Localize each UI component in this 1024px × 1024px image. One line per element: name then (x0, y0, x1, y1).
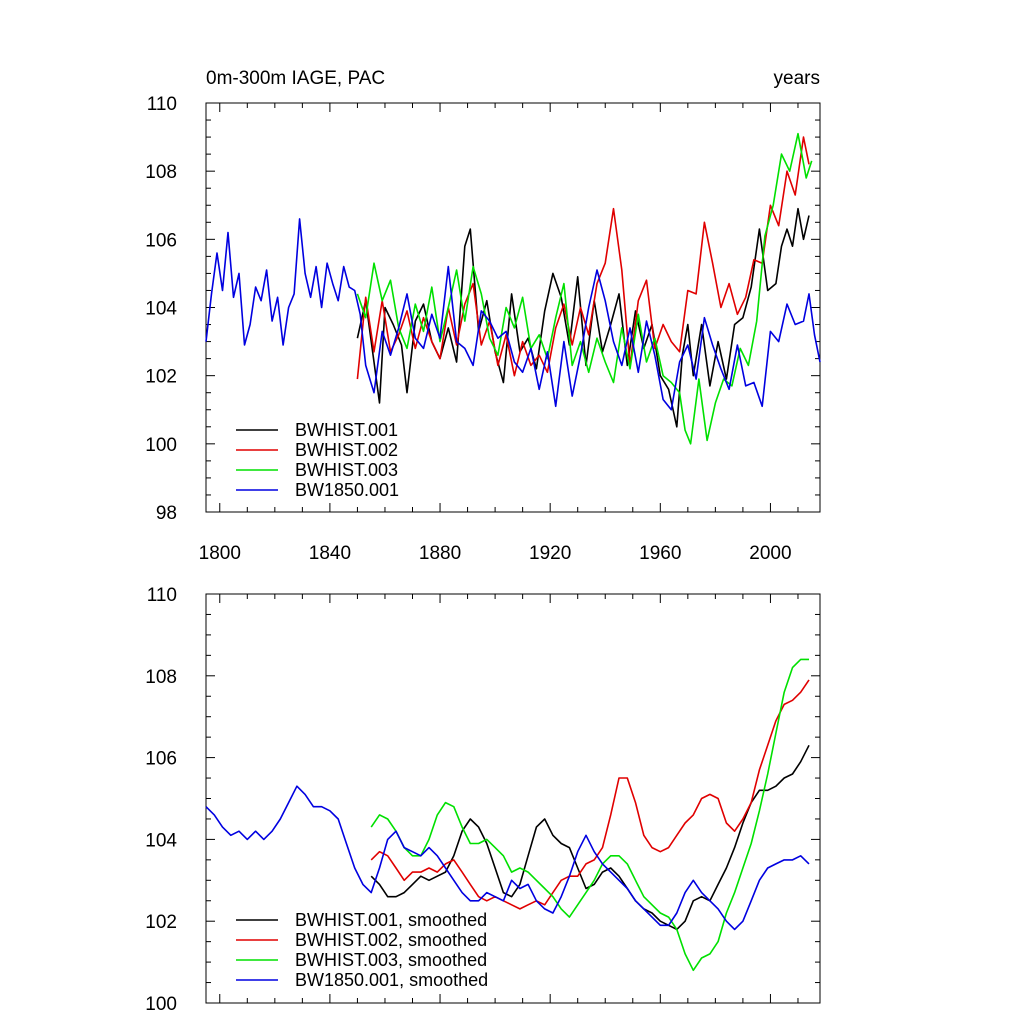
series-line-bw1850-001 (205, 218, 821, 411)
series-line-bw1850-001-smoothed (205, 785, 810, 931)
x-tick-label: 1920 (529, 543, 571, 564)
legend-label: BWHIST.001, smoothed (295, 910, 487, 930)
chart-title: 0m-300m IAGE, PAC (206, 68, 385, 89)
x-tick-label: 1800 (199, 543, 241, 564)
legend-label: BWHIST.001 (295, 420, 398, 440)
x-tick-label: 2000 (749, 543, 791, 564)
y-tick-label: 110 (147, 585, 177, 606)
y-tick-label: 106 (145, 749, 177, 770)
y-tick-label: 108 (145, 162, 177, 183)
legend-label: BWHIST.002 (295, 440, 398, 460)
x-tick-label: 1960 (639, 543, 681, 564)
y-tick-label: 98 (156, 503, 177, 524)
y-tick-label: 102 (145, 912, 177, 933)
series-line-bwhist-002 (356, 136, 810, 380)
legend-label: BWHIST.002, smoothed (295, 930, 487, 950)
series-line-bwhist-003-smoothed (370, 658, 809, 972)
series-line-bwhist-002-smoothed (370, 679, 810, 910)
legend-label: BWHIST.003, smoothed (295, 950, 487, 970)
top-panel-timeseries: 0m-300m IAGE, PAC years 98 100 102 104 106 108 1… (145, 68, 821, 564)
series-line-bwhist-001-smoothed (370, 744, 810, 931)
y-tick-label: 110 (147, 94, 177, 115)
y-tick-label: 102 (145, 367, 177, 388)
y-tick-label: 100 (145, 435, 177, 456)
legend-label: BW1850.001 (295, 480, 399, 500)
y-tick-label: 100 (145, 994, 177, 1015)
x-tick-label: 1840 (309, 543, 351, 564)
legend-label: BWHIST.003 (295, 460, 398, 480)
y-tick-label: 104 (145, 830, 177, 851)
series-line-bwhist-003 (356, 132, 813, 445)
y-tick-label: 104 (145, 299, 177, 320)
y-tick-label: 108 (145, 667, 177, 688)
legend-label: BW1850.001, smoothed (295, 970, 488, 990)
y-tick-label: 106 (145, 230, 177, 251)
chart-units-label: years (774, 68, 820, 89)
x-tick-label: 1880 (419, 543, 461, 564)
